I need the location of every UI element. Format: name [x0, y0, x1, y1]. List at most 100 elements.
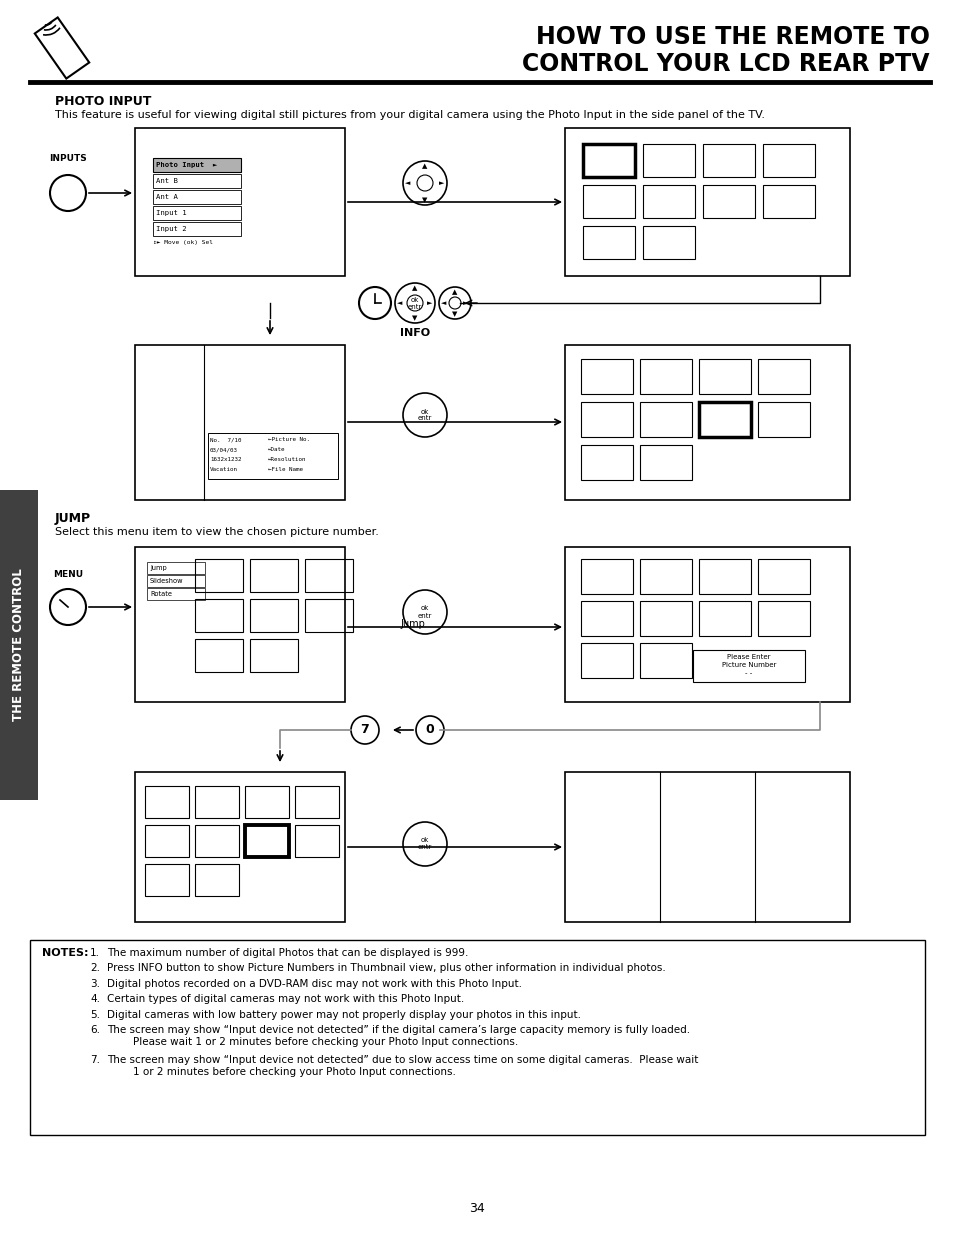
Text: 0: 0 [425, 724, 434, 736]
Bar [639, 601, 691, 636]
Text: Certain types of digital cameras may not work with this Photo Input.: Certain types of digital cameras may not… [107, 994, 464, 1004]
Text: Select this menu item to view the chosen picture number.: Select this menu item to view the chosen… [55, 527, 378, 537]
Text: 4.: 4. [90, 994, 100, 1004]
Bar [145, 864, 189, 897]
Bar [692, 650, 804, 682]
Text: Input 1: Input 1 [156, 210, 187, 216]
Bar [639, 559, 691, 594]
Bar [582, 226, 635, 259]
Circle shape [395, 283, 435, 324]
Text: ←Resolution: ←Resolution [268, 457, 306, 462]
Bar [699, 359, 750, 394]
Circle shape [50, 589, 86, 625]
Bar [642, 144, 695, 177]
Text: 2.: 2. [90, 963, 100, 973]
Text: Ant A: Ant A [156, 194, 177, 200]
Text: JUMP: JUMP [55, 513, 91, 525]
Text: The screen may show “Input device not detected” if the digital camera’s large ca: The screen may show “Input device not de… [107, 1025, 689, 1047]
Bar [762, 185, 814, 219]
Bar [758, 359, 809, 394]
Text: 1632x1232: 1632x1232 [210, 457, 241, 462]
Circle shape [416, 175, 433, 191]
Bar [152, 174, 241, 188]
Bar [639, 359, 691, 394]
Bar [305, 599, 353, 632]
Text: ok
entr: ok entr [417, 605, 432, 619]
Text: The screen may show “Input device not detected” due to slow access time on some : The screen may show “Input device not de… [107, 1056, 698, 1077]
Bar [582, 185, 635, 219]
Bar [580, 643, 633, 678]
Text: INFO: INFO [399, 329, 430, 338]
Text: Digital photos recorded on a DVD-RAM disc may not work with this Photo Input.: Digital photos recorded on a DVD-RAM dis… [107, 979, 521, 989]
Bar [208, 433, 337, 479]
Bar [702, 185, 754, 219]
Bar [147, 576, 205, 587]
Text: 1.: 1. [90, 948, 100, 958]
Text: ▲: ▲ [412, 285, 417, 291]
Bar [580, 403, 633, 437]
Bar [194, 785, 239, 818]
Circle shape [449, 296, 460, 309]
Text: ►: ► [427, 300, 433, 306]
Bar [564, 128, 849, 275]
Text: ◄: ◄ [396, 300, 402, 306]
Text: ←Picture No.: ←Picture No. [268, 437, 310, 442]
Bar [145, 785, 189, 818]
Text: ←File Name: ←File Name [268, 467, 303, 472]
Text: This feature is useful for viewing digital still pictures from your digital came: This feature is useful for viewing digit… [55, 110, 764, 120]
Circle shape [402, 823, 447, 866]
Bar [639, 445, 691, 480]
Text: ▼: ▼ [422, 198, 427, 203]
Circle shape [50, 175, 86, 211]
Bar [194, 864, 239, 897]
Bar [758, 601, 809, 636]
Circle shape [358, 287, 391, 319]
Bar [699, 403, 750, 437]
Bar [0, 490, 38, 800]
Text: Please Enter
Picture Number
- -: Please Enter Picture Number - - [721, 655, 776, 676]
Bar [294, 825, 338, 857]
Circle shape [402, 161, 447, 205]
Bar [580, 559, 633, 594]
Bar [147, 562, 205, 574]
Text: ▼: ▼ [452, 311, 457, 317]
Text: INPUTS: INPUTS [49, 154, 87, 163]
Bar [639, 643, 691, 678]
Bar [305, 559, 353, 592]
Bar [245, 825, 289, 857]
Bar [194, 825, 239, 857]
Bar [699, 601, 750, 636]
Text: ok
entr: ok entr [417, 837, 432, 851]
Bar [582, 144, 635, 177]
Bar [642, 226, 695, 259]
Text: ok
entr: ok entr [407, 296, 422, 310]
Text: THE REMOTE CONTROL: THE REMOTE CONTROL [12, 568, 26, 721]
Text: Jump: Jump [399, 619, 424, 629]
Bar [294, 785, 338, 818]
Text: 5.: 5. [90, 1010, 100, 1020]
Bar [250, 599, 297, 632]
Bar [245, 785, 289, 818]
Text: PHOTO INPUT: PHOTO INPUT [55, 95, 152, 107]
Text: Vacation: Vacation [210, 467, 237, 472]
Text: Digital cameras with low battery power may not properly display your photos in t: Digital cameras with low battery power m… [107, 1010, 580, 1020]
Text: No.  7/10: No. 7/10 [210, 437, 241, 442]
Text: CONTROL YOUR LCD REAR PTV: CONTROL YOUR LCD REAR PTV [522, 52, 929, 77]
Bar [152, 190, 241, 204]
Circle shape [407, 295, 422, 311]
Bar [639, 403, 691, 437]
Bar [250, 559, 297, 592]
Bar [147, 588, 205, 600]
Bar [762, 144, 814, 177]
Bar [135, 772, 345, 923]
Text: ▼: ▼ [412, 315, 417, 321]
Text: ▲: ▲ [452, 289, 457, 295]
Bar [152, 206, 241, 220]
Bar [135, 345, 345, 500]
Text: Ant B: Ant B [156, 178, 177, 184]
Text: 34: 34 [469, 1202, 484, 1215]
Circle shape [351, 716, 378, 743]
Bar [758, 403, 809, 437]
Text: Photo Input  ►: Photo Input ► [156, 162, 217, 168]
Bar [135, 547, 345, 701]
